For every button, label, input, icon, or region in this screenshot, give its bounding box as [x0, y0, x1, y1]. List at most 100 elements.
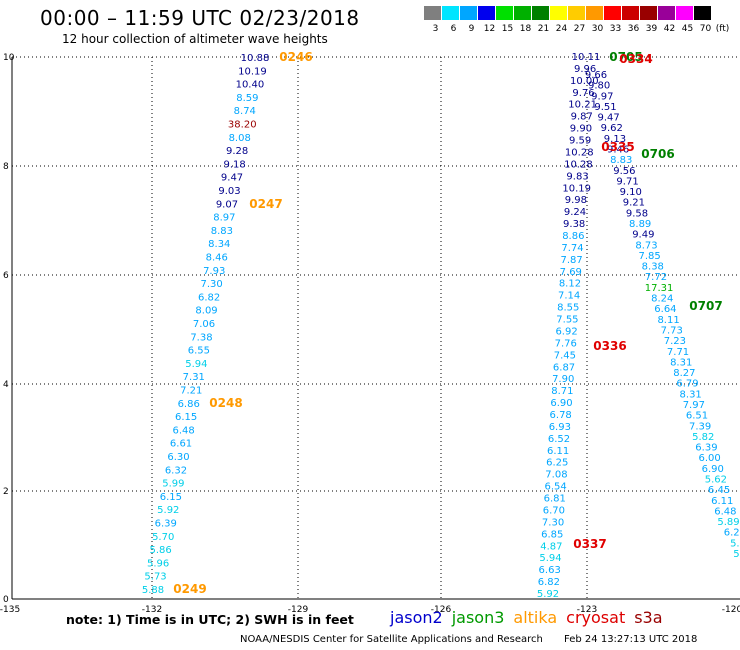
wave-height-left: 9.47: [221, 173, 243, 184]
wave-height-left: 5.92: [157, 505, 179, 516]
wave-height-right: 9.62: [601, 123, 623, 134]
timestamp: Feb 24 13:27:13 UTC 2018: [564, 634, 698, 645]
pass-time-label: 0707: [689, 299, 722, 313]
scale-label: 24: [555, 24, 568, 34]
wave-height-right: 5.89: [717, 517, 739, 528]
wave-height-right: 7.72: [645, 272, 667, 283]
wave-height-mid: 6.81: [544, 494, 566, 505]
wave-height-left: 7.21: [180, 386, 202, 397]
scale-swatch: [694, 6, 711, 20]
y-tick-label: 2: [3, 487, 9, 497]
scale-swatch: [424, 6, 441, 20]
wave-height-left: 9.07: [216, 199, 238, 210]
wave-height-left: 5.86: [150, 545, 172, 556]
wave-height-right: 9.97: [591, 91, 613, 102]
wave-height-right: 6.11: [711, 496, 733, 507]
scale-label: 21: [537, 24, 550, 34]
wave-height-mid: 8.55: [557, 303, 579, 314]
scale-label: 12: [483, 24, 496, 34]
wave-height-left: 6.55: [188, 346, 210, 357]
x-tick-label: -129: [288, 605, 309, 615]
wave-height-left: 8.83: [211, 226, 233, 237]
x-tick-label: -120: [722, 605, 740, 615]
wave-height-right: 6.2: [724, 528, 740, 539]
wave-height-right: 8.31: [680, 389, 702, 400]
scale-swatch: [604, 6, 621, 20]
wave-height-mid: 6.90: [550, 398, 572, 409]
wave-height-left: 6.32: [165, 465, 187, 476]
scale-label: 70: [699, 24, 712, 34]
wave-height-mid: 10.11: [572, 52, 601, 63]
wave-height-mid: 7.45: [554, 350, 576, 361]
scale-swatch: [532, 6, 549, 20]
wave-height-left: 8.46: [206, 253, 228, 264]
scale-swatch: [514, 6, 531, 20]
wave-height-left: 8.97: [213, 213, 235, 224]
wave-height-left: 6.48: [172, 425, 194, 436]
wave-height-right: 8.38: [642, 262, 664, 273]
pass-time-label: 0248: [209, 396, 242, 410]
wave-height-left: 6.15: [175, 412, 197, 423]
pass-time-label: 0246: [279, 50, 312, 64]
scale-label: 3: [432, 24, 439, 34]
wave-height-right: 8.24: [651, 294, 673, 305]
wave-height-right: 9.46: [607, 145, 629, 156]
wave-height-mid: 6.82: [538, 577, 560, 588]
wave-height-mid: 10.28: [565, 147, 594, 158]
wave-height-mid: 10.28: [564, 159, 593, 170]
wave-height-mid: 7.76: [555, 338, 577, 349]
units-note: note: 1) Time is in UTC; 2) SWH is in fe…: [66, 612, 354, 627]
wave-height-mid: 9.87: [571, 112, 593, 123]
legend-item-jason3: jason3: [451, 608, 505, 627]
wave-height-mid: 6.25: [546, 458, 568, 469]
wave-height-mid: 7.74: [561, 243, 583, 254]
wave-height-mid: 5.94: [539, 553, 561, 564]
y-tick-label: 4: [3, 380, 9, 390]
wave-height-left: 8.08: [229, 133, 251, 144]
pass-time-label: 0337: [573, 537, 606, 551]
wave-height-right: 6.48: [714, 506, 736, 517]
wave-height-right: 6.00: [698, 453, 720, 464]
wave-height-left: 7.93: [203, 266, 225, 277]
wave-height-right: 9.21: [623, 198, 645, 209]
wave-height-left: 9.28: [226, 146, 248, 157]
wave-height-right: 6.39: [695, 443, 717, 454]
scale-label: 18: [519, 24, 532, 34]
wave-height-mid: 4.87: [540, 541, 562, 552]
wave-height-left: 6.30: [167, 452, 189, 463]
scale-label: 39: [645, 24, 658, 34]
y-tick-label: 0: [3, 595, 9, 605]
wave-height-right: 7.97: [683, 400, 705, 411]
wave-height-mid: 6.63: [539, 565, 561, 576]
scale-label: 36: [627, 24, 640, 34]
wave-height-left: 6.61: [170, 439, 192, 450]
wave-height-right: 6.64: [654, 304, 676, 315]
scale-swatch: [478, 6, 495, 20]
wave-height-right: 7.85: [639, 251, 661, 262]
pass-time-label: 0336: [593, 339, 626, 353]
wave-height-left: 6.15: [160, 492, 182, 503]
wave-height-right: 5.62: [705, 474, 727, 485]
wave-height-mid: 9.90: [570, 124, 592, 135]
wave-height-left: 5.94: [185, 359, 207, 370]
page-title: 00:00 – 11:59 UTC 02/23/2018: [40, 6, 360, 30]
wave-height-mid: 6.85: [541, 529, 563, 540]
wave-height-right: 9.51: [594, 102, 616, 113]
scale-swatch: [586, 6, 603, 20]
pass-time-label: 0249: [173, 582, 206, 596]
wave-height-left: 7.31: [183, 372, 205, 383]
scale-label: 6: [450, 24, 457, 34]
wave-height-left: 7.06: [193, 319, 215, 330]
scale-swatch: [676, 6, 693, 20]
wave-height-mid: 7.14: [558, 291, 580, 302]
wave-height-right: 8.89: [629, 219, 651, 230]
wave-height-mid: 9.38: [563, 219, 585, 230]
wave-height-right: 7.71: [667, 347, 689, 358]
wave-height-right: 5.: [733, 549, 740, 560]
wave-height-mid: 9.24: [564, 207, 586, 218]
legend-item-jason2: jason2: [390, 608, 443, 627]
wave-height-left: 10.88: [241, 53, 270, 64]
satellite-legend: jason2 jason3 altika cryosat s3a: [390, 608, 672, 627]
wave-height-right: 7.39: [689, 421, 711, 432]
wave-height-mid: 7.69: [560, 267, 582, 278]
